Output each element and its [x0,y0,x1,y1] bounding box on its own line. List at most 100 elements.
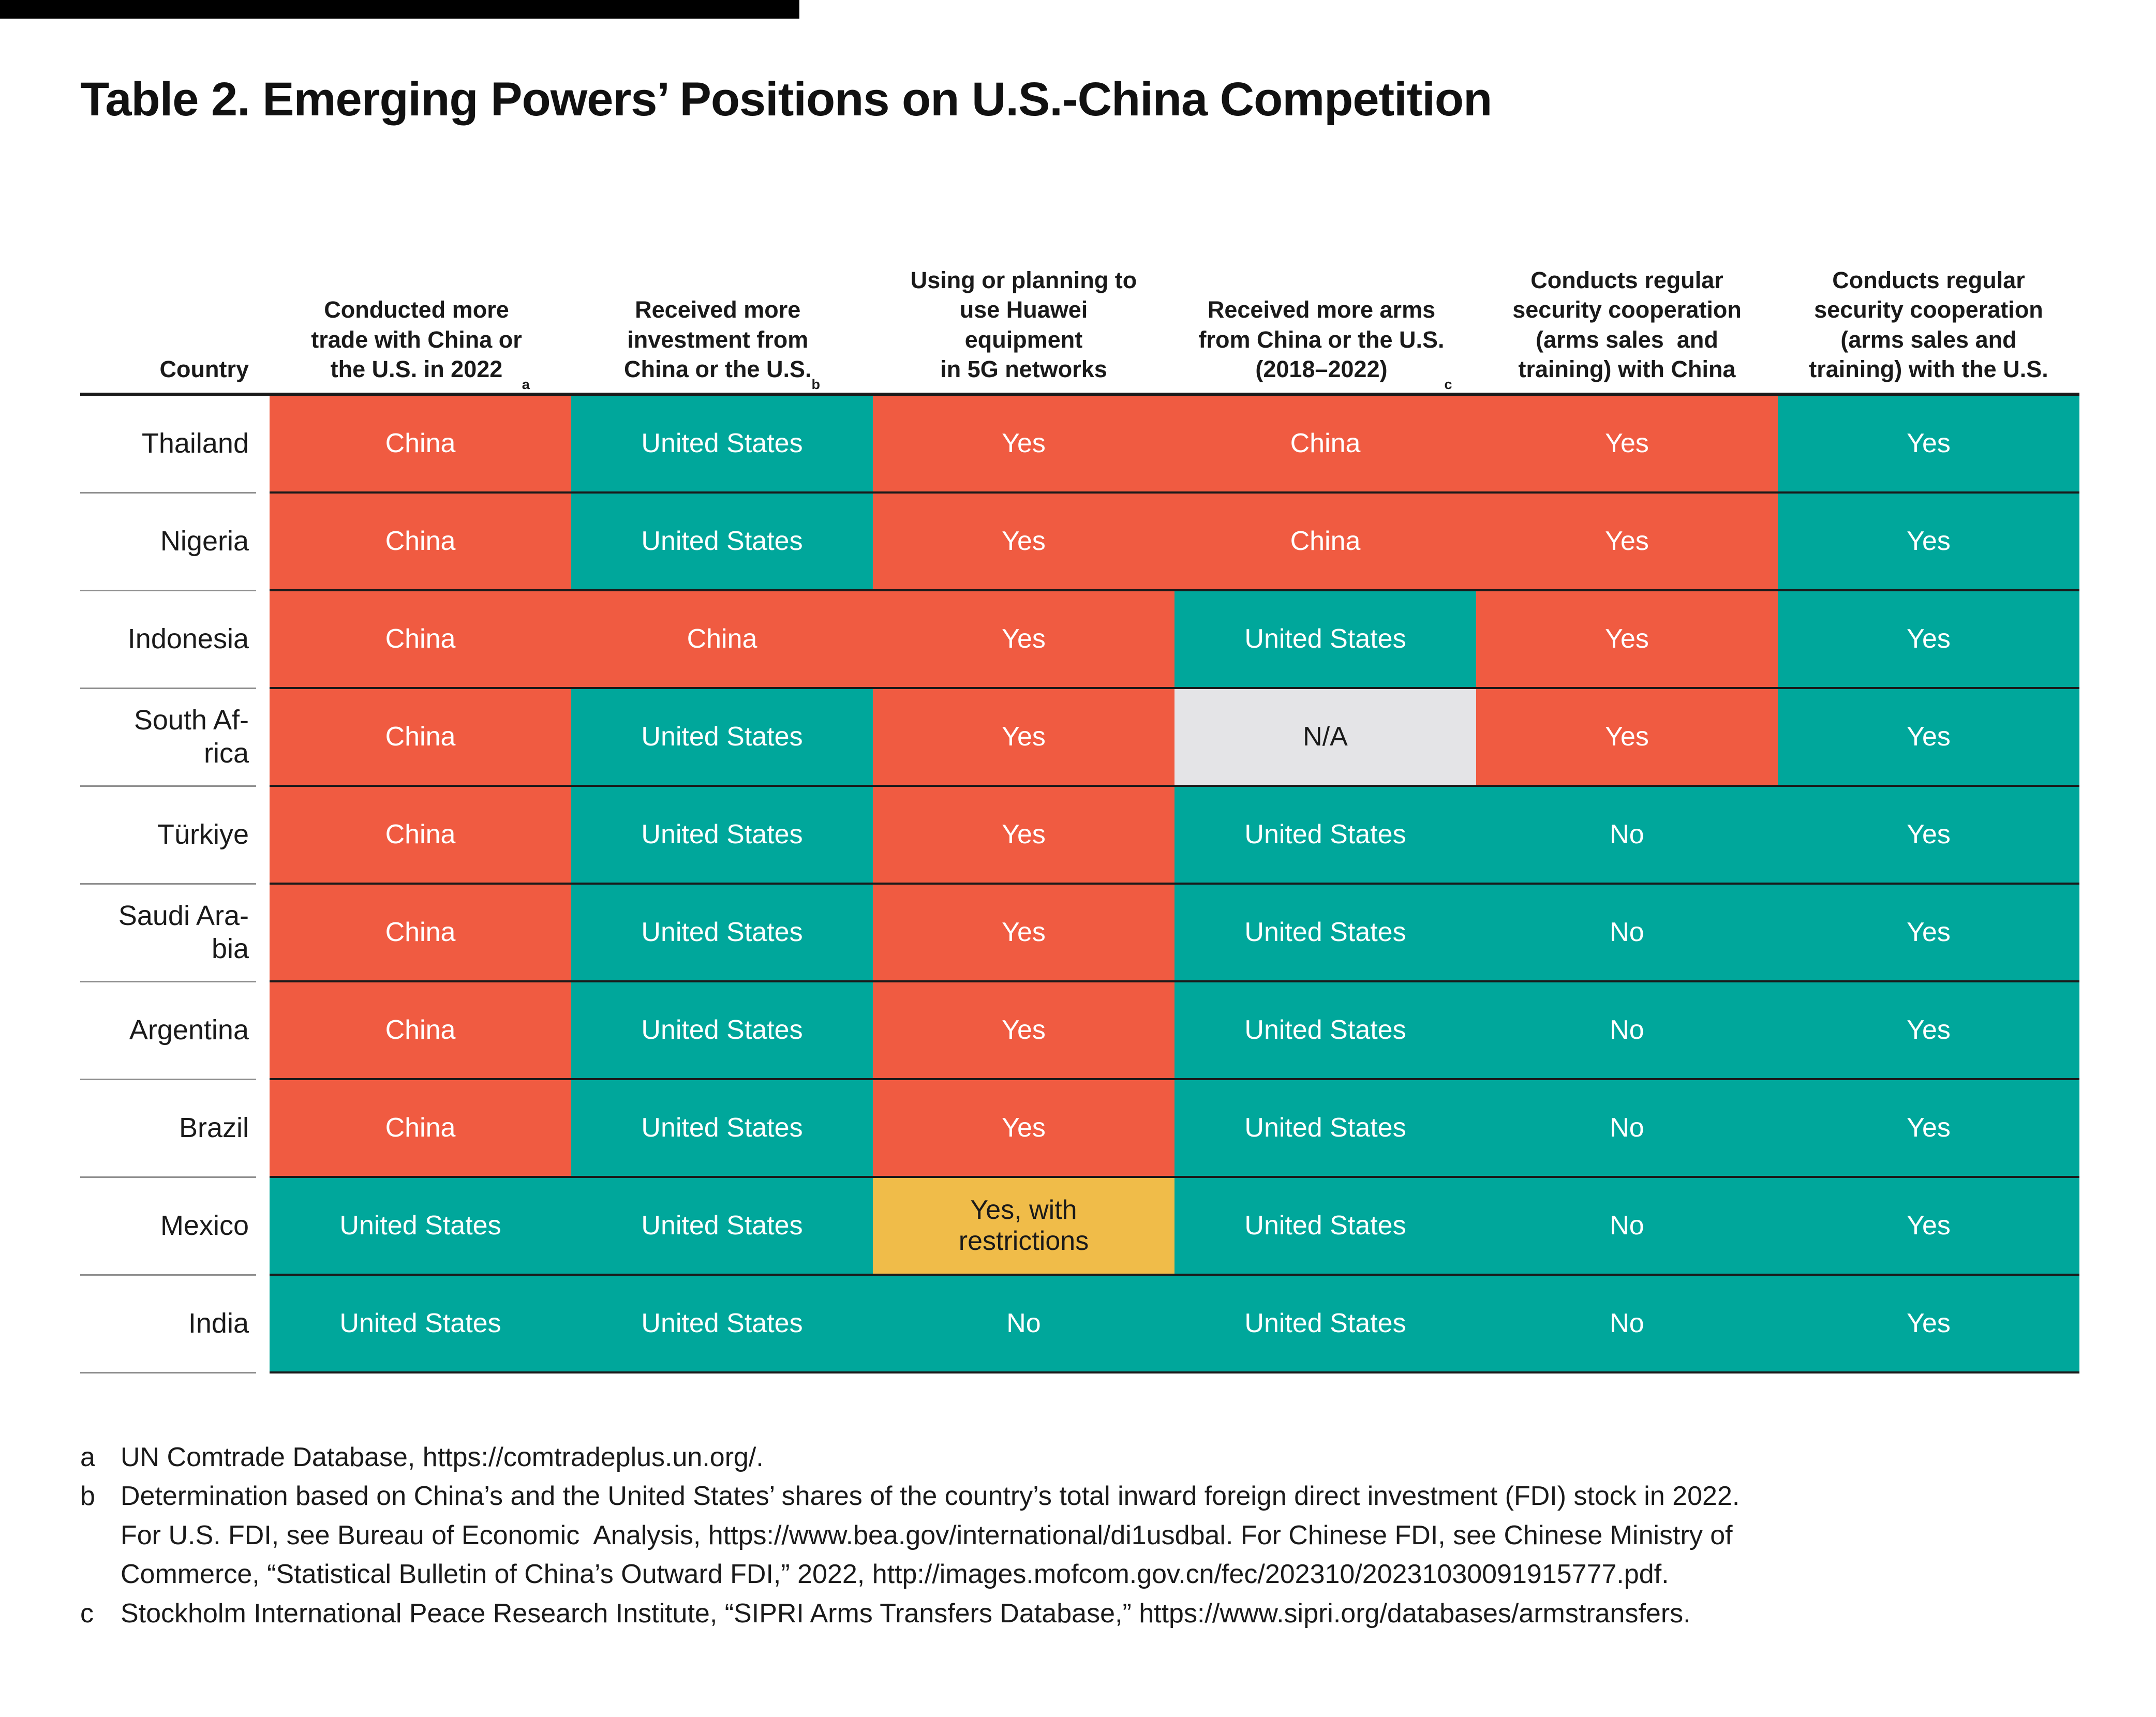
cell-türkiye-sec-china: No [1476,787,1778,885]
col-header-label: Country [159,356,249,383]
cell-mexico-huawei: Yes, with restrictions [873,1178,1174,1276]
column-gutter [256,787,270,885]
cell-south-africa-arms: N/A [1174,689,1476,787]
cell-brazil-sec-us: Yes [1778,1080,2079,1178]
column-gutter [256,396,270,494]
footnote-text: Determination based on China’s and the U… [121,1477,2108,1594]
column-gutter [256,1276,270,1373]
col-header-label: Conducts regular security cooperation (a… [1512,266,1742,383]
cell-brazil-arms: United States [1174,1080,1476,1178]
cell-saudi-arabia-investment: United States [571,885,873,982]
cell-thailand-investment: United States [571,396,873,494]
cell-argentina-investment: United States [571,982,873,1080]
col-header-label: Conducts regular security cooperation (a… [1809,266,2048,383]
cell-thailand-sec-us: Yes [1778,396,2079,494]
top-left-black-bar [0,0,799,19]
cell-thailand-sec-china: Yes [1476,396,1778,494]
cell-brazil-sec-china: No [1476,1080,1778,1178]
cell-india-investment: United States [571,1276,873,1373]
cell-argentina-sec-us: Yes [1778,982,2079,1080]
cell-nigeria-sec-china: Yes [1476,494,1778,591]
col-header-sec-china: Conducts regular security cooperation (a… [1476,217,1778,396]
country-label-india: India [80,1276,256,1373]
column-gutter [256,689,270,787]
column-gutter [256,885,270,982]
cell-argentina-arms: United States [1174,982,1476,1080]
footnote-line: UN Comtrade Database, https://comtradepl… [121,1442,764,1472]
footnote-c: c Stockholm International Peace Research … [80,1594,2108,1633]
column-gutter [256,1080,270,1178]
cell-indonesia-huawei: Yes [873,591,1174,689]
cell-indonesia-investment: China [571,591,873,689]
cell-argentina-trade: China [270,982,571,1080]
data-table: Country Conducted more trade with China o… [80,217,2079,1373]
cell-brazil-huawei: Yes [873,1080,1174,1178]
col-header-investment: Received more investment from China or t… [571,217,873,396]
footnote-marker: c [80,1598,94,1629]
cell-nigeria-huawei: Yes [873,494,1174,591]
cell-indonesia-arms: United States [1174,591,1476,689]
country-label-thailand: Thailand [80,396,256,494]
cell-south-africa-trade: China [270,689,571,787]
cell-mexico-sec-us: Yes [1778,1178,2079,1276]
col-header-arms: Received more arms from China or the U.S… [1174,217,1476,396]
footnote-text: UN Comtrade Database, https://comtradepl… [121,1438,2108,1477]
col-header-label: Using or planning to use Huawei equipmen… [910,266,1137,383]
cell-argentina-huawei: Yes [873,982,1174,1080]
cell-brazil-investment: United States [571,1080,873,1178]
cell-indonesia-sec-us: Yes [1778,591,2079,689]
cell-mexico-trade: United States [270,1178,571,1276]
cell-india-sec-china: No [1476,1276,1778,1373]
cell-thailand-trade: China [270,396,571,494]
column-gutter [256,494,270,591]
cell-south-africa-sec-us: Yes [1778,689,2079,787]
footnotes: a UN Comtrade Database, https://comtradep… [80,1438,2108,1633]
country-label-saudi-arabia: Saudi Ara- bia [80,885,256,982]
cell-türkiye-arms: United States [1174,787,1476,885]
footnote-marker: a [80,1442,95,1472]
column-gutter [256,982,270,1080]
col-header-label: Conducted more trade with China or the U… [311,296,522,383]
cell-india-arms: United States [1174,1276,1476,1373]
cell-saudi-arabia-sec-us: Yes [1778,885,2079,982]
column-gutter [256,1178,270,1276]
cell-india-huawei: No [873,1276,1174,1373]
footnote-text: Stockholm International Peace Research I… [121,1594,2108,1633]
footnote-marker: b [80,1481,95,1512]
country-label-brazil: Brazil [80,1080,256,1178]
cell-türkiye-investment: United States [571,787,873,885]
cell-nigeria-investment: United States [571,494,873,591]
cell-india-sec-us: Yes [1778,1276,2079,1373]
col-header-huawei: Using or planning to use Huawei equipmen… [873,217,1174,396]
footnote-a: a UN Comtrade Database, https://comtradep… [80,1438,2108,1477]
footnote-line: For U.S. FDI, see Bureau of Economic Ana… [121,1520,1733,1550]
column-gutter [256,591,270,689]
cell-nigeria-sec-us: Yes [1778,494,2079,591]
cell-mexico-sec-china: No [1476,1178,1778,1276]
col-header-country: Country [80,217,256,396]
col-header-trade: Conducted more trade with China or the U… [270,217,571,396]
footnote-line: Commerce, “Statistical Bulletin of China… [121,1559,1669,1590]
cell-indonesia-sec-china: Yes [1476,591,1778,689]
cell-saudi-arabia-sec-china: No [1476,885,1778,982]
cell-argentina-sec-china: No [1476,982,1778,1080]
cell-indonesia-trade: China [270,591,571,689]
country-label-nigeria: Nigeria [80,494,256,591]
footnote-line: Stockholm International Peace Research I… [121,1598,1691,1629]
cell-india-trade: United States [270,1276,571,1373]
footnote-b: b Determination based on China’s and the … [80,1477,2108,1594]
country-label-türkiye: Türkiye [80,787,256,885]
country-label-argentina: Argentina [80,982,256,1080]
cell-türkiye-sec-us: Yes [1778,787,2079,885]
cell-saudi-arabia-arms: United States [1174,885,1476,982]
country-label-indonesia: Indonesia [80,591,256,689]
col-header-sec-us: Conducts regular security cooperation (a… [1778,217,2079,396]
cell-mexico-arms: United States [1174,1178,1476,1276]
cell-nigeria-trade: China [270,494,571,591]
col-header-label: Received more investment from China or t… [623,296,812,383]
cell-south-africa-investment: United States [571,689,873,787]
cell-brazil-trade: China [270,1080,571,1178]
cell-south-africa-huawei: Yes [873,689,1174,787]
cell-thailand-arms: China [1174,396,1476,494]
